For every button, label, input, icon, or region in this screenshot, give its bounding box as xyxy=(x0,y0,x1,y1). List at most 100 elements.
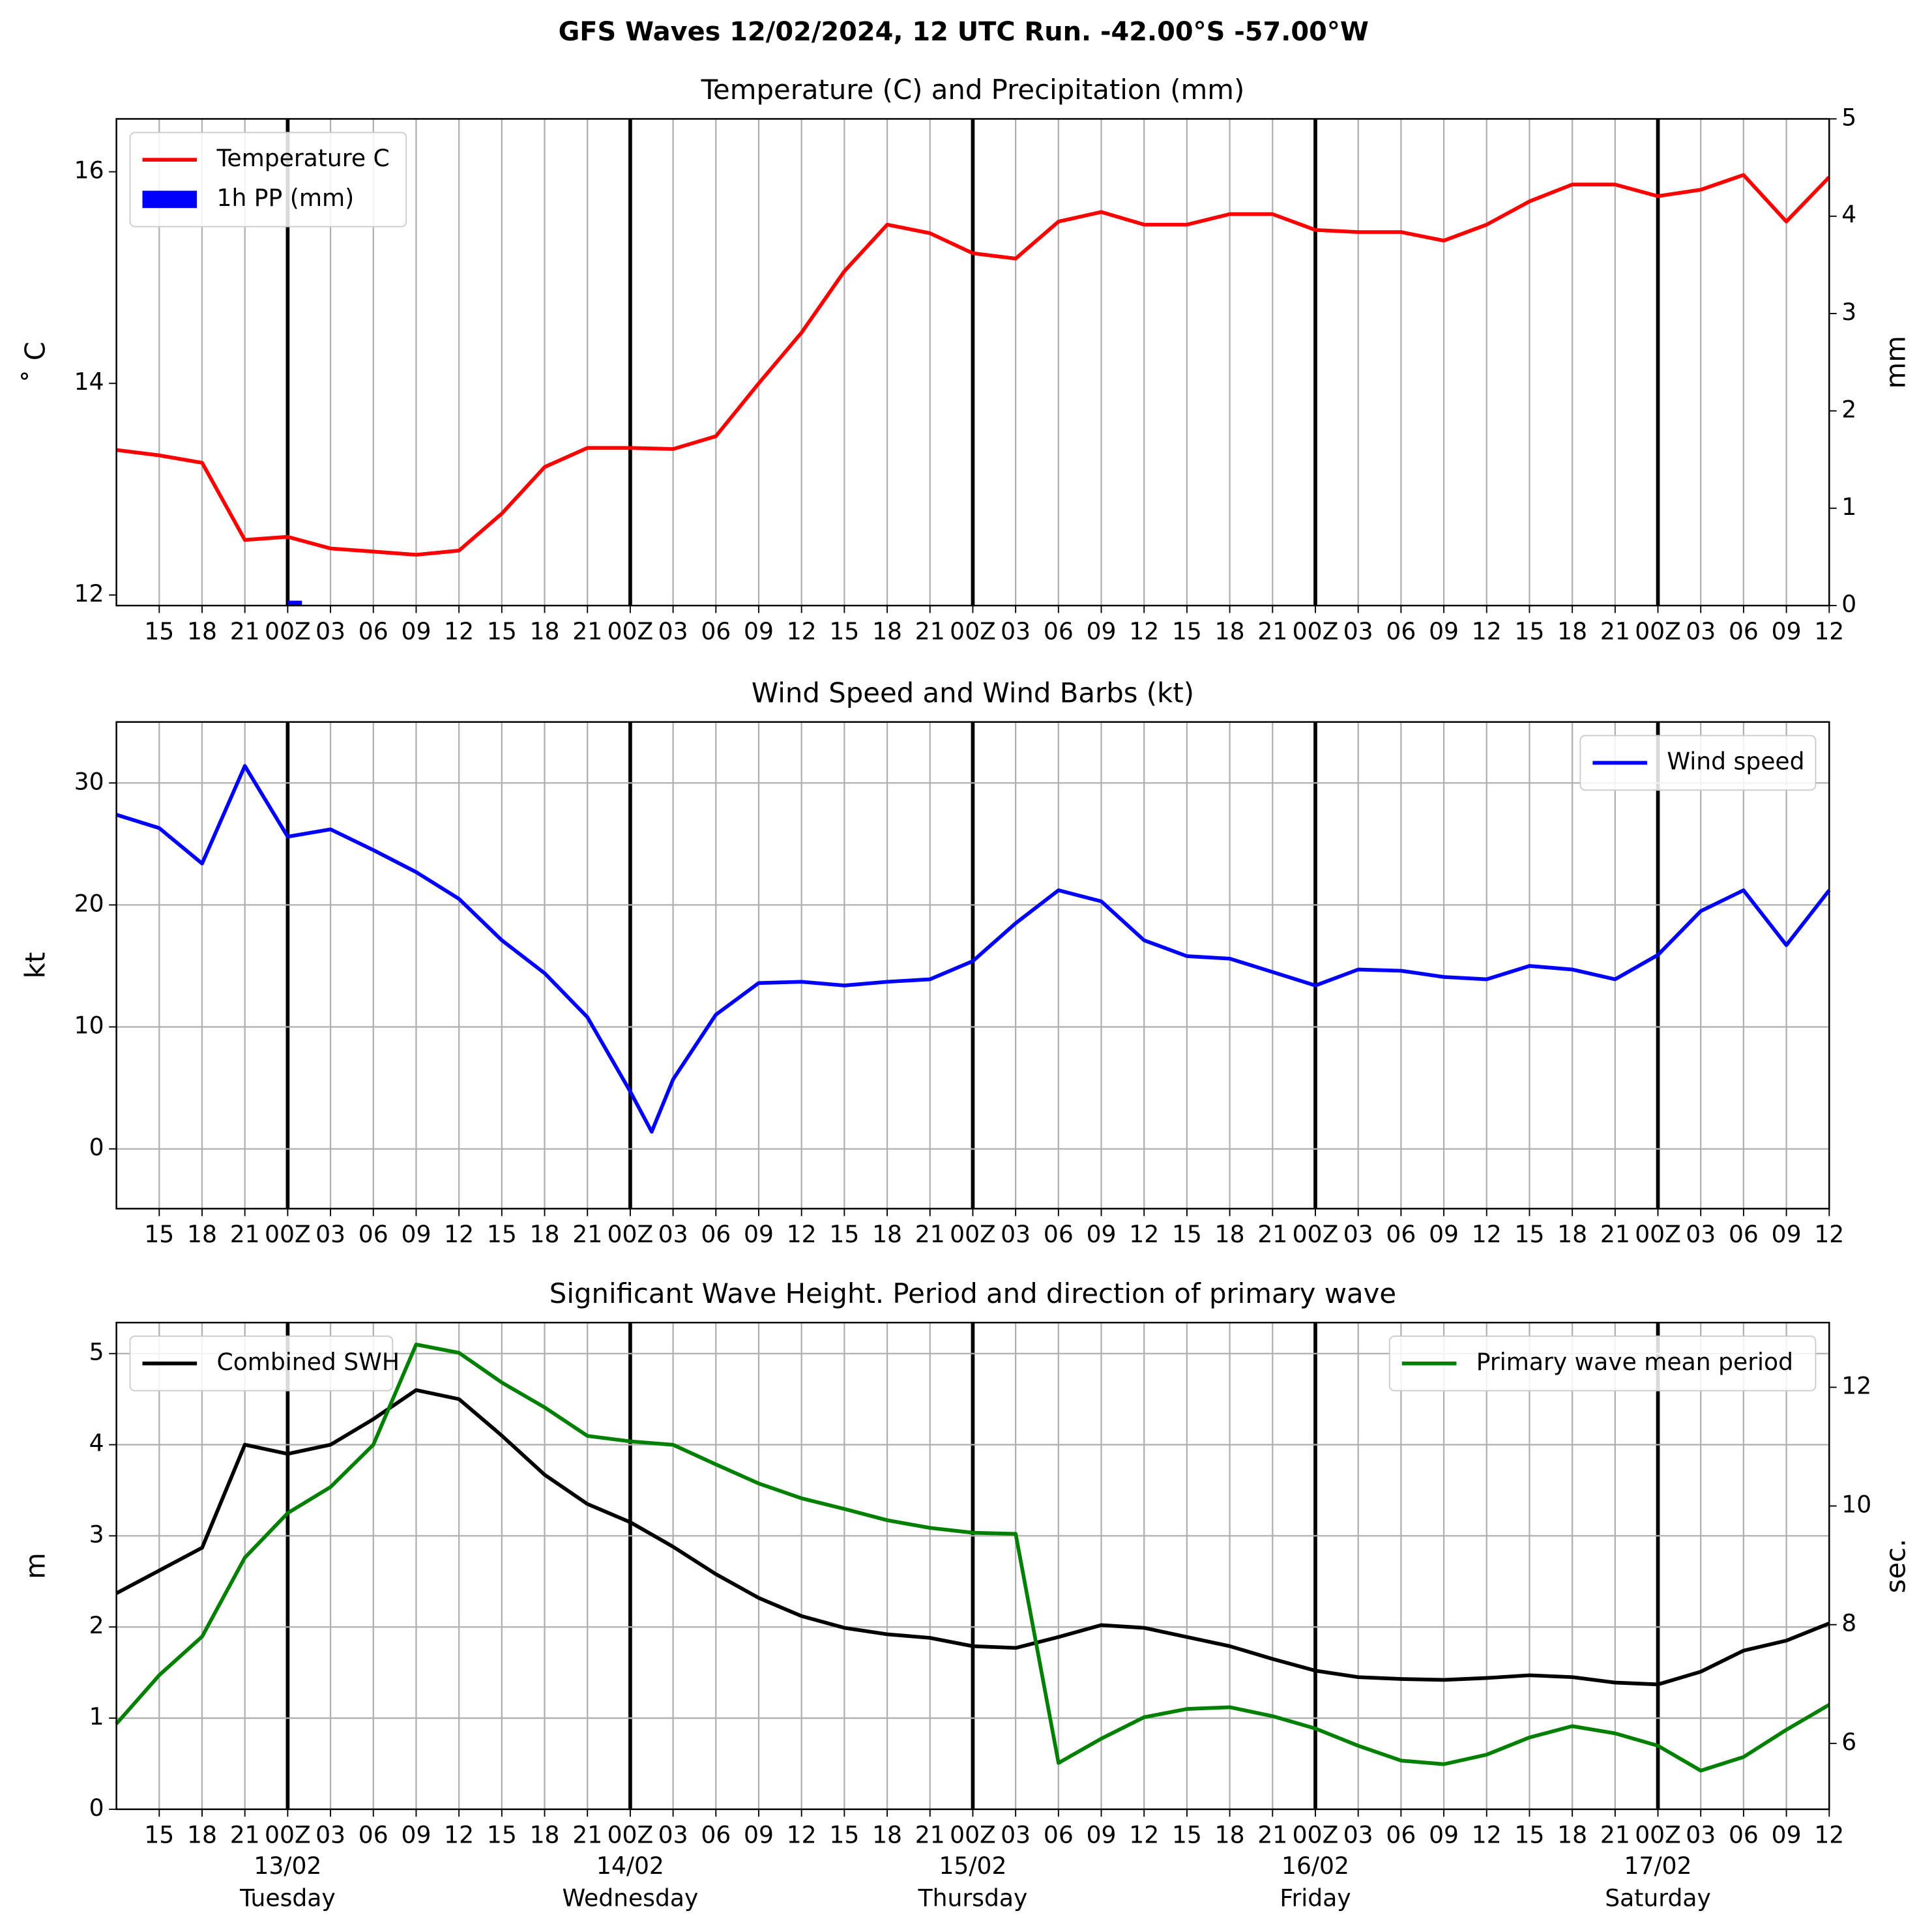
y2-tick-label: 5 xyxy=(1841,104,1856,131)
x-tick-label: 12 xyxy=(1814,1221,1844,1248)
x-tick-label: 06 xyxy=(1386,1822,1416,1849)
x-tick-label: 03 xyxy=(1686,618,1716,645)
x-tick-label: 06 xyxy=(1044,1822,1074,1849)
bar xyxy=(287,600,302,606)
x-tick-label: 03 xyxy=(658,1822,688,1849)
x-tick-label: 09 xyxy=(1087,1822,1117,1849)
x-tick-label: 03 xyxy=(1343,1822,1373,1849)
x-tick-label: 12 xyxy=(787,1822,817,1849)
x-tick-label: 03 xyxy=(1686,1221,1716,1248)
y2-axis-label: sec. xyxy=(1879,1539,1911,1594)
x-tick-label: 18 xyxy=(187,618,217,645)
x-tick-label: 03 xyxy=(315,1221,345,1248)
x-tick-label: 15 xyxy=(144,618,174,645)
x-tick-label: 21 xyxy=(1257,1822,1287,1849)
x-tick-label: 03 xyxy=(315,618,345,645)
y-tick-label: 2 xyxy=(89,1612,104,1639)
x-tick-label: 06 xyxy=(359,618,388,645)
y-axis-label: m xyxy=(20,1553,51,1579)
figure-title: GFS Waves 12/02/2024, 12 UTC Run. -42.00… xyxy=(559,17,1369,47)
x-tick-label: 06 xyxy=(359,1822,388,1849)
day-name: Tuesday xyxy=(239,1885,336,1912)
x-tick-label: 15 xyxy=(487,618,517,645)
x-tick-label: 00Z xyxy=(1293,1822,1339,1849)
x-tick-label: 09 xyxy=(1087,618,1117,645)
x-tick-label: 03 xyxy=(315,1822,345,1849)
x-tick-label: 18 xyxy=(1215,1221,1245,1248)
x-tick-label: 06 xyxy=(1386,1221,1416,1248)
plot-frame xyxy=(115,118,1830,607)
x-tick-label: 21 xyxy=(572,1822,602,1849)
x-tick-label: 12 xyxy=(1129,1822,1159,1849)
x-tick-label: 15 xyxy=(487,1822,517,1849)
y2-tick-label: 8 xyxy=(1841,1610,1856,1637)
x-tick-label: 03 xyxy=(1001,1221,1031,1248)
day-date: 17/02 xyxy=(1624,1852,1692,1880)
y-tick-label: 14 xyxy=(74,368,104,396)
x-tick-label: 09 xyxy=(1429,1822,1459,1849)
legend-box xyxy=(129,1335,394,1392)
x-tick-label: 15 xyxy=(144,1221,174,1248)
x-tick-label: 00Z xyxy=(1293,1221,1339,1248)
legend-label: Primary wave mean period xyxy=(1476,1349,1793,1376)
x-tick-label: 21 xyxy=(1600,1822,1630,1849)
x-tick-label: 06 xyxy=(1729,1221,1759,1248)
x-tick-label: 12 xyxy=(1472,1822,1502,1849)
x-tick-label: 12 xyxy=(444,1221,474,1248)
x-tick-label: 00Z xyxy=(1635,1822,1681,1849)
x-tick-label: 21 xyxy=(915,1822,945,1849)
chart-title: Wind Speed and Wind Barbs (kt) xyxy=(752,677,1194,708)
x-tick-label: 21 xyxy=(1257,618,1287,645)
x-tick-label: 03 xyxy=(658,1221,688,1248)
y-tick-label: 16 xyxy=(74,157,104,184)
x-tick-label: 18 xyxy=(872,1221,902,1248)
x-tick-label: 21 xyxy=(1600,618,1630,645)
x-tick-label: 18 xyxy=(530,1221,560,1248)
x-tick-label: 21 xyxy=(572,618,602,645)
day-name: Wednesday xyxy=(562,1885,698,1912)
x-tick-label: 12 xyxy=(1472,618,1502,645)
x-tick-label: 03 xyxy=(1001,618,1031,645)
series-line xyxy=(116,173,1831,557)
x-tick-label: 21 xyxy=(572,1221,602,1248)
x-tick-label: 15 xyxy=(1172,618,1202,645)
x-tick-label: 00Z xyxy=(950,618,996,645)
plot-frame xyxy=(115,721,1830,1210)
x-tick-label: 18 xyxy=(1557,1221,1587,1248)
x-tick-label: 18 xyxy=(872,618,902,645)
x-tick-label: 09 xyxy=(401,1822,431,1849)
x-tick-label: 09 xyxy=(1772,1221,1802,1248)
legend-label: Combined SWH xyxy=(217,1349,400,1376)
x-tick-label: 21 xyxy=(230,1822,260,1849)
series-line xyxy=(115,764,1831,1134)
x-tick-label: 09 xyxy=(744,1221,774,1248)
x-tick-label: 12 xyxy=(1472,1221,1502,1248)
x-tick-label: 15 xyxy=(829,1221,859,1248)
y-axis-label: ˚ C xyxy=(20,342,51,383)
legend-box xyxy=(1388,1335,1817,1392)
x-tick-label: 06 xyxy=(359,1221,388,1248)
y2-tick-label: 1 xyxy=(1841,493,1856,521)
x-tick-label: 18 xyxy=(530,618,560,645)
y-tick-label: 0 xyxy=(89,1794,104,1822)
x-tick-label: 09 xyxy=(744,618,774,645)
x-tick-label: 06 xyxy=(1729,1822,1759,1849)
x-tick-label: 09 xyxy=(1772,618,1802,645)
x-tick-label: 15 xyxy=(829,1822,859,1849)
x-tick-label: 18 xyxy=(1215,1822,1245,1849)
x-tick-label: 03 xyxy=(1686,1822,1716,1849)
x-tick-label: 18 xyxy=(187,1822,217,1849)
day-name: Thursday xyxy=(918,1885,1028,1912)
x-tick-label: 00Z xyxy=(1293,618,1339,645)
x-tick-label: 00Z xyxy=(265,1822,311,1849)
plot-frame xyxy=(115,1321,1830,1811)
chart-title: Significant Wave Height. Period and dire… xyxy=(549,1277,1396,1309)
x-tick-label: 12 xyxy=(444,1822,474,1849)
y-tick-label: 20 xyxy=(74,890,104,917)
x-tick-label: 09 xyxy=(1429,618,1459,645)
y-tick-label: 3 xyxy=(89,1521,104,1548)
x-tick-label: 00Z xyxy=(607,618,654,645)
x-tick-label: 06 xyxy=(1386,618,1416,645)
x-tick-label: 06 xyxy=(1044,1221,1074,1248)
